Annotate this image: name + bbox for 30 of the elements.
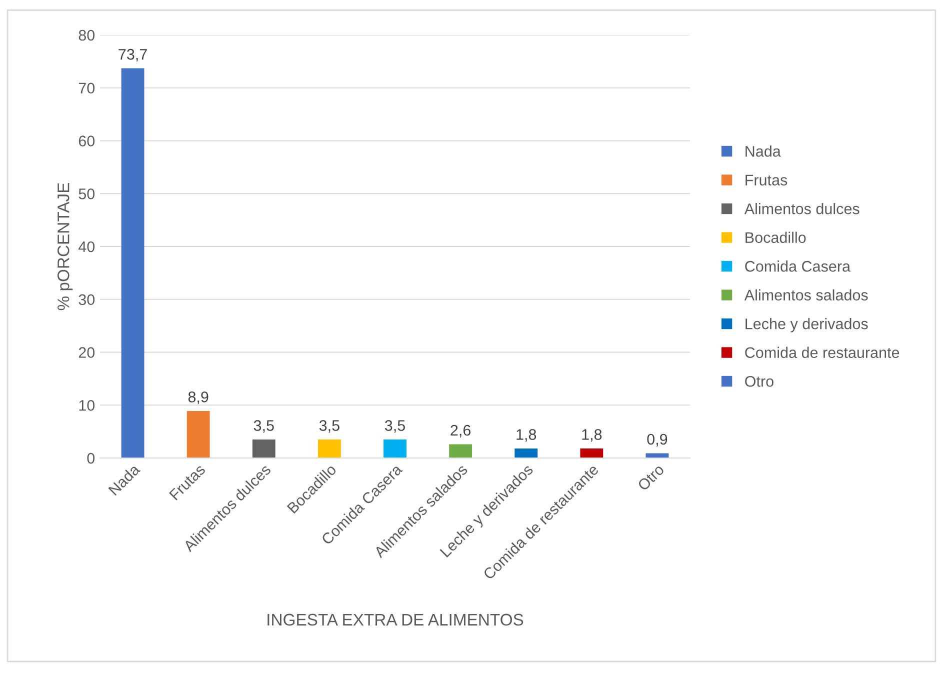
data-label: 3,5 [319, 420, 340, 433]
y-tick-label: 70 [78, 82, 95, 94]
y-tick-label: 50 [78, 188, 95, 200]
y-tick-label: 40 [78, 241, 95, 252]
y-tick-label: 20 [78, 347, 95, 358]
y-axis-title: % pORCENTAJE [57, 183, 73, 310]
data-label: 3,5 [254, 420, 274, 433]
y-tick-label: 0 [87, 452, 95, 464]
data-label: 2,6 [450, 424, 471, 438]
data-label: 3,5 [384, 420, 405, 433]
y-tick-label: 30 [78, 294, 95, 306]
data-label: 1,8 [516, 429, 536, 442]
y-tick-label: 10 [79, 400, 95, 411]
data-label: 8,9 [188, 392, 208, 404]
legend-label: Frutas [746, 174, 788, 186]
legend-label: Comida Casera [745, 260, 851, 272]
y-tick-label: 60 [78, 136, 95, 146]
legend-label: Alimentos salados [744, 289, 868, 301]
legend-label: Leche y derivados [746, 318, 868, 332]
data-label: 0,9 [647, 434, 668, 446]
legend-label: Otro [745, 376, 774, 387]
legend-label: Alimentos dulces [744, 203, 860, 214]
x-tick-label: Otro [637, 464, 665, 492]
legend-label: Bocadillo [746, 232, 806, 243]
data-label: 1,8 [582, 429, 602, 442]
x-axis-title: INGESTA EXTRA DE ALIMENTOS [268, 614, 524, 626]
data-label: 73,7 [118, 48, 147, 62]
legend-label: Nada [746, 146, 781, 157]
legend-label: Comida de restaurante [745, 346, 900, 358]
y-tick-label: 80 [78, 30, 95, 41]
